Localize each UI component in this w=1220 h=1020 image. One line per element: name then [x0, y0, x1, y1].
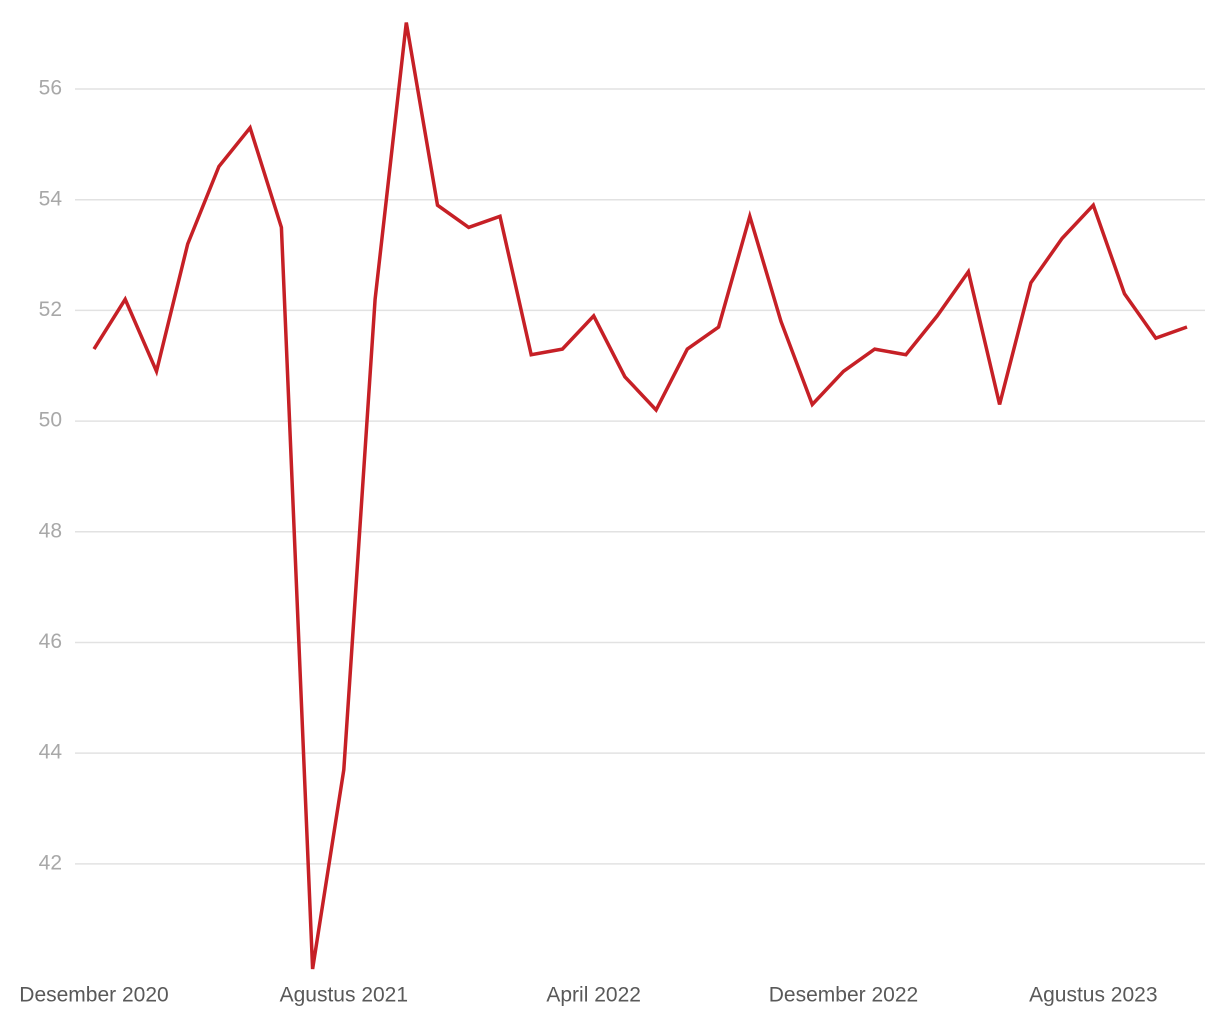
y-tick-label: 44	[39, 741, 63, 764]
y-tick-label: 56	[39, 77, 62, 100]
x-tick-label: Desember 2022	[769, 984, 918, 1007]
y-tick-label: 46	[39, 630, 62, 653]
y-tick-label: 42	[39, 851, 62, 874]
x-tick-label: Agustus 2021	[280, 984, 408, 1007]
data-line	[92, 22, 1188, 970]
x-tick-label: April 2022	[546, 984, 641, 1007]
y-tick-label: 48	[39, 519, 62, 542]
y-tick-label: 50	[39, 409, 62, 432]
y-tick-label: 54	[39, 187, 63, 210]
y-tick-label: 52	[39, 298, 62, 321]
x-tick-label: Agustus 2023	[1029, 984, 1157, 1007]
x-tick-label: Desember 2020	[19, 984, 168, 1007]
